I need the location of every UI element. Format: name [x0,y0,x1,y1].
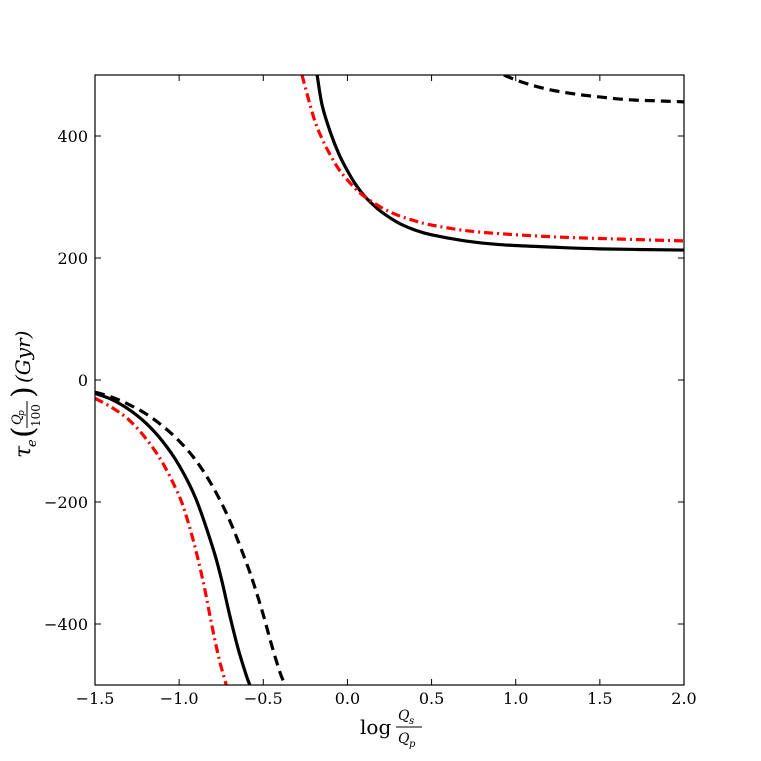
x-label-denominator: Q [398,731,410,747]
x-tick-label: 1.5 [587,689,612,708]
x-tick-label: 0.0 [335,689,360,708]
plot-frame [94,74,685,686]
y-label-tau: τ [11,445,36,458]
y-tick-label: −200 [44,493,88,512]
x-label-numerator: Q [398,708,410,724]
x-tick-label: 0.5 [419,689,444,708]
y-tick-label: 0 [78,371,88,390]
y-label-open-paren: ( [6,426,41,438]
y-tick-label: −400 [44,615,88,634]
x-label-prefix: log [360,715,391,739]
y-axis-label: τ e ( Q p 100 ) (Gyr) [6,331,43,458]
x-tick-label: 1.0 [503,689,528,708]
x-tick-label: 2.0 [671,689,696,708]
series-dashed-segment-2 [503,75,684,104]
y-label-unit: (Gyr) [11,331,35,383]
x-axis-label: log Q s Q p [360,708,422,750]
series-dashdot-segment-2 [300,75,684,243]
series-dashdot-segment-1 [95,396,228,685]
y-label-close-paren: ) [6,386,41,398]
x-label-numerator-sub: s [409,716,414,727]
y-label-frac-numerator-sub: p [17,410,27,416]
y-tick-label: 200 [57,249,88,268]
y-label-frac-numerator: Q [10,414,25,425]
series-solid-segment-1 [95,391,252,685]
x-tick-label: −0.5 [244,689,283,708]
y-label-frac-denominator: 100 [29,404,43,427]
x-tick-label: −1.5 [76,689,115,708]
y-tick-label: 400 [57,127,88,146]
series-layer [95,75,684,685]
series-solid-segment-2 [315,75,684,252]
x-label-denominator-sub: p [409,739,416,750]
x-tick-label: −1.0 [160,689,199,708]
series-dashed-segment-1 [95,390,287,685]
y-label-tau-sub: e [25,439,40,447]
ticks-layer: −1.5 −1.0 −0.5 0.0 0.5 1.0 1.5 2.0 −400 −200 0 200 4… [44,75,697,708]
